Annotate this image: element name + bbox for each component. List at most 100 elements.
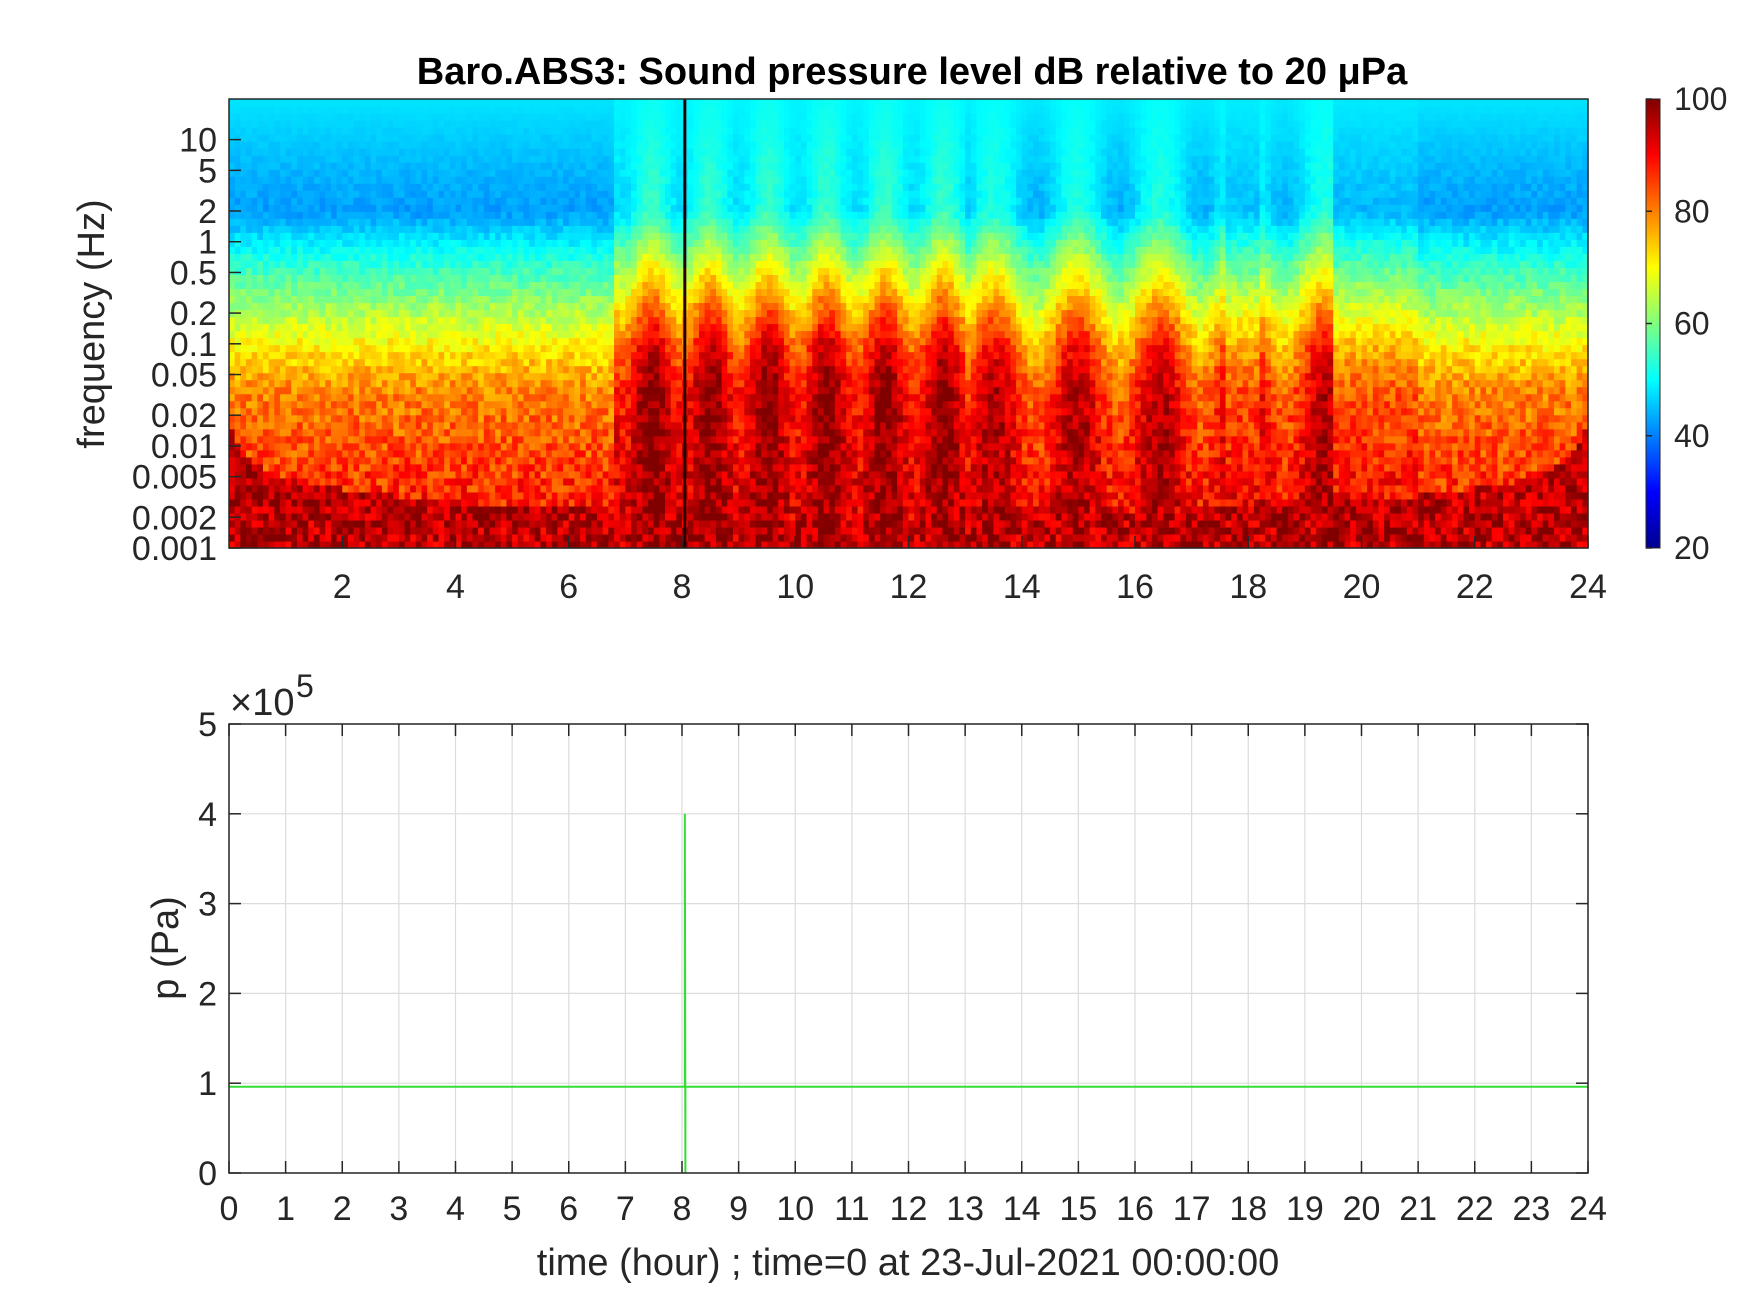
heat-cell xyxy=(495,366,501,374)
heat-cell xyxy=(591,415,597,423)
heat-cell xyxy=(274,141,280,149)
heat-cell xyxy=(608,331,614,339)
heat-cell xyxy=(608,422,614,430)
heat-cell xyxy=(608,316,614,324)
heat-cell xyxy=(637,316,643,324)
heat-cell xyxy=(637,387,643,395)
heat-cell xyxy=(546,471,552,479)
heat-cell xyxy=(569,457,575,465)
heat-cell xyxy=(280,106,286,114)
heat-cell xyxy=(246,331,252,339)
heat-cell xyxy=(325,141,331,149)
heat-cell xyxy=(546,499,552,507)
heat-cell xyxy=(365,478,371,486)
heat-cell xyxy=(331,225,337,233)
heat-cell xyxy=(529,534,535,542)
heat-cell xyxy=(405,534,411,542)
heat-cell xyxy=(461,338,467,346)
heat-cell xyxy=(620,331,626,339)
heat-cell xyxy=(614,267,620,275)
heat-cell xyxy=(642,211,648,219)
heat-cell xyxy=(382,183,388,191)
heat-cell xyxy=(552,499,558,507)
heat-cell xyxy=(535,127,541,135)
heat-cell xyxy=(512,443,518,451)
heat-cell xyxy=(359,492,365,500)
heat-cell xyxy=(342,232,348,240)
heat-cell xyxy=(472,316,478,324)
heat-cell xyxy=(456,415,462,423)
heat-cell xyxy=(580,197,586,205)
heat-cell xyxy=(574,436,580,444)
heat-cell xyxy=(263,408,269,416)
heat-cell xyxy=(286,183,292,191)
heat-cell xyxy=(365,134,371,142)
heat-cell xyxy=(523,274,529,282)
heat-cell xyxy=(591,162,597,170)
heat-cell xyxy=(620,485,626,493)
heat-cell xyxy=(472,141,478,149)
heat-cell xyxy=(399,176,405,184)
heat-cell xyxy=(308,366,314,374)
heat-cell xyxy=(456,359,462,367)
heat-cell xyxy=(495,99,501,107)
heat-cell xyxy=(552,155,558,163)
heat-cell xyxy=(603,267,609,275)
heat-cell xyxy=(563,120,569,128)
heat-cell xyxy=(257,331,263,339)
heat-cell xyxy=(252,324,258,332)
heat-cell xyxy=(331,267,337,275)
heat-cell xyxy=(252,183,258,191)
heat-cell xyxy=(348,366,354,374)
heat-cell xyxy=(257,169,263,177)
heat-cell xyxy=(591,281,597,289)
heat-cell xyxy=(240,359,246,367)
heat-cell xyxy=(546,478,552,486)
heat-cell xyxy=(659,211,665,219)
heat-cell xyxy=(523,246,529,254)
heat-cell xyxy=(354,331,360,339)
heat-cell xyxy=(535,316,541,324)
heat-cell xyxy=(501,309,507,317)
heat-cell xyxy=(586,134,592,142)
heat-cell xyxy=(569,225,575,233)
heat-cell xyxy=(274,373,280,381)
heat-cell xyxy=(274,225,280,233)
heat-cell xyxy=(648,211,654,219)
heat-cell xyxy=(416,366,422,374)
heat-cell xyxy=(246,401,252,409)
heat-cell xyxy=(308,352,314,360)
heat-cell xyxy=(546,281,552,289)
heat-cell xyxy=(495,113,501,121)
heat-cell xyxy=(410,443,416,451)
heat-cell xyxy=(603,513,609,521)
heat-cell xyxy=(393,232,399,240)
heat-cell xyxy=(569,197,575,205)
heat-cell xyxy=(574,169,580,177)
heat-cell xyxy=(269,162,275,170)
heat-cell xyxy=(456,169,462,177)
heat-cell xyxy=(472,176,478,184)
heat-cell xyxy=(240,373,246,381)
heat-cell xyxy=(625,506,631,514)
heat-cell xyxy=(416,211,422,219)
heat-cell xyxy=(546,464,552,472)
heat-cell xyxy=(614,415,620,423)
heat-cell xyxy=(382,527,388,535)
heat-cell xyxy=(501,267,507,275)
heat-cell xyxy=(450,450,456,458)
heat-cell xyxy=(416,204,422,212)
heat-cell xyxy=(535,401,541,409)
heat-cell xyxy=(529,253,535,261)
heat-cell xyxy=(456,316,462,324)
heat-cell xyxy=(422,506,428,514)
heat-cell xyxy=(642,190,648,198)
heat-cell xyxy=(478,106,484,114)
heat-cell xyxy=(229,380,235,388)
heat-cell xyxy=(416,281,422,289)
heat-cell xyxy=(591,422,597,430)
heat-cell xyxy=(552,429,558,437)
heat-cell xyxy=(495,527,501,535)
heat-cell xyxy=(456,148,462,156)
heat-cell xyxy=(308,218,314,226)
